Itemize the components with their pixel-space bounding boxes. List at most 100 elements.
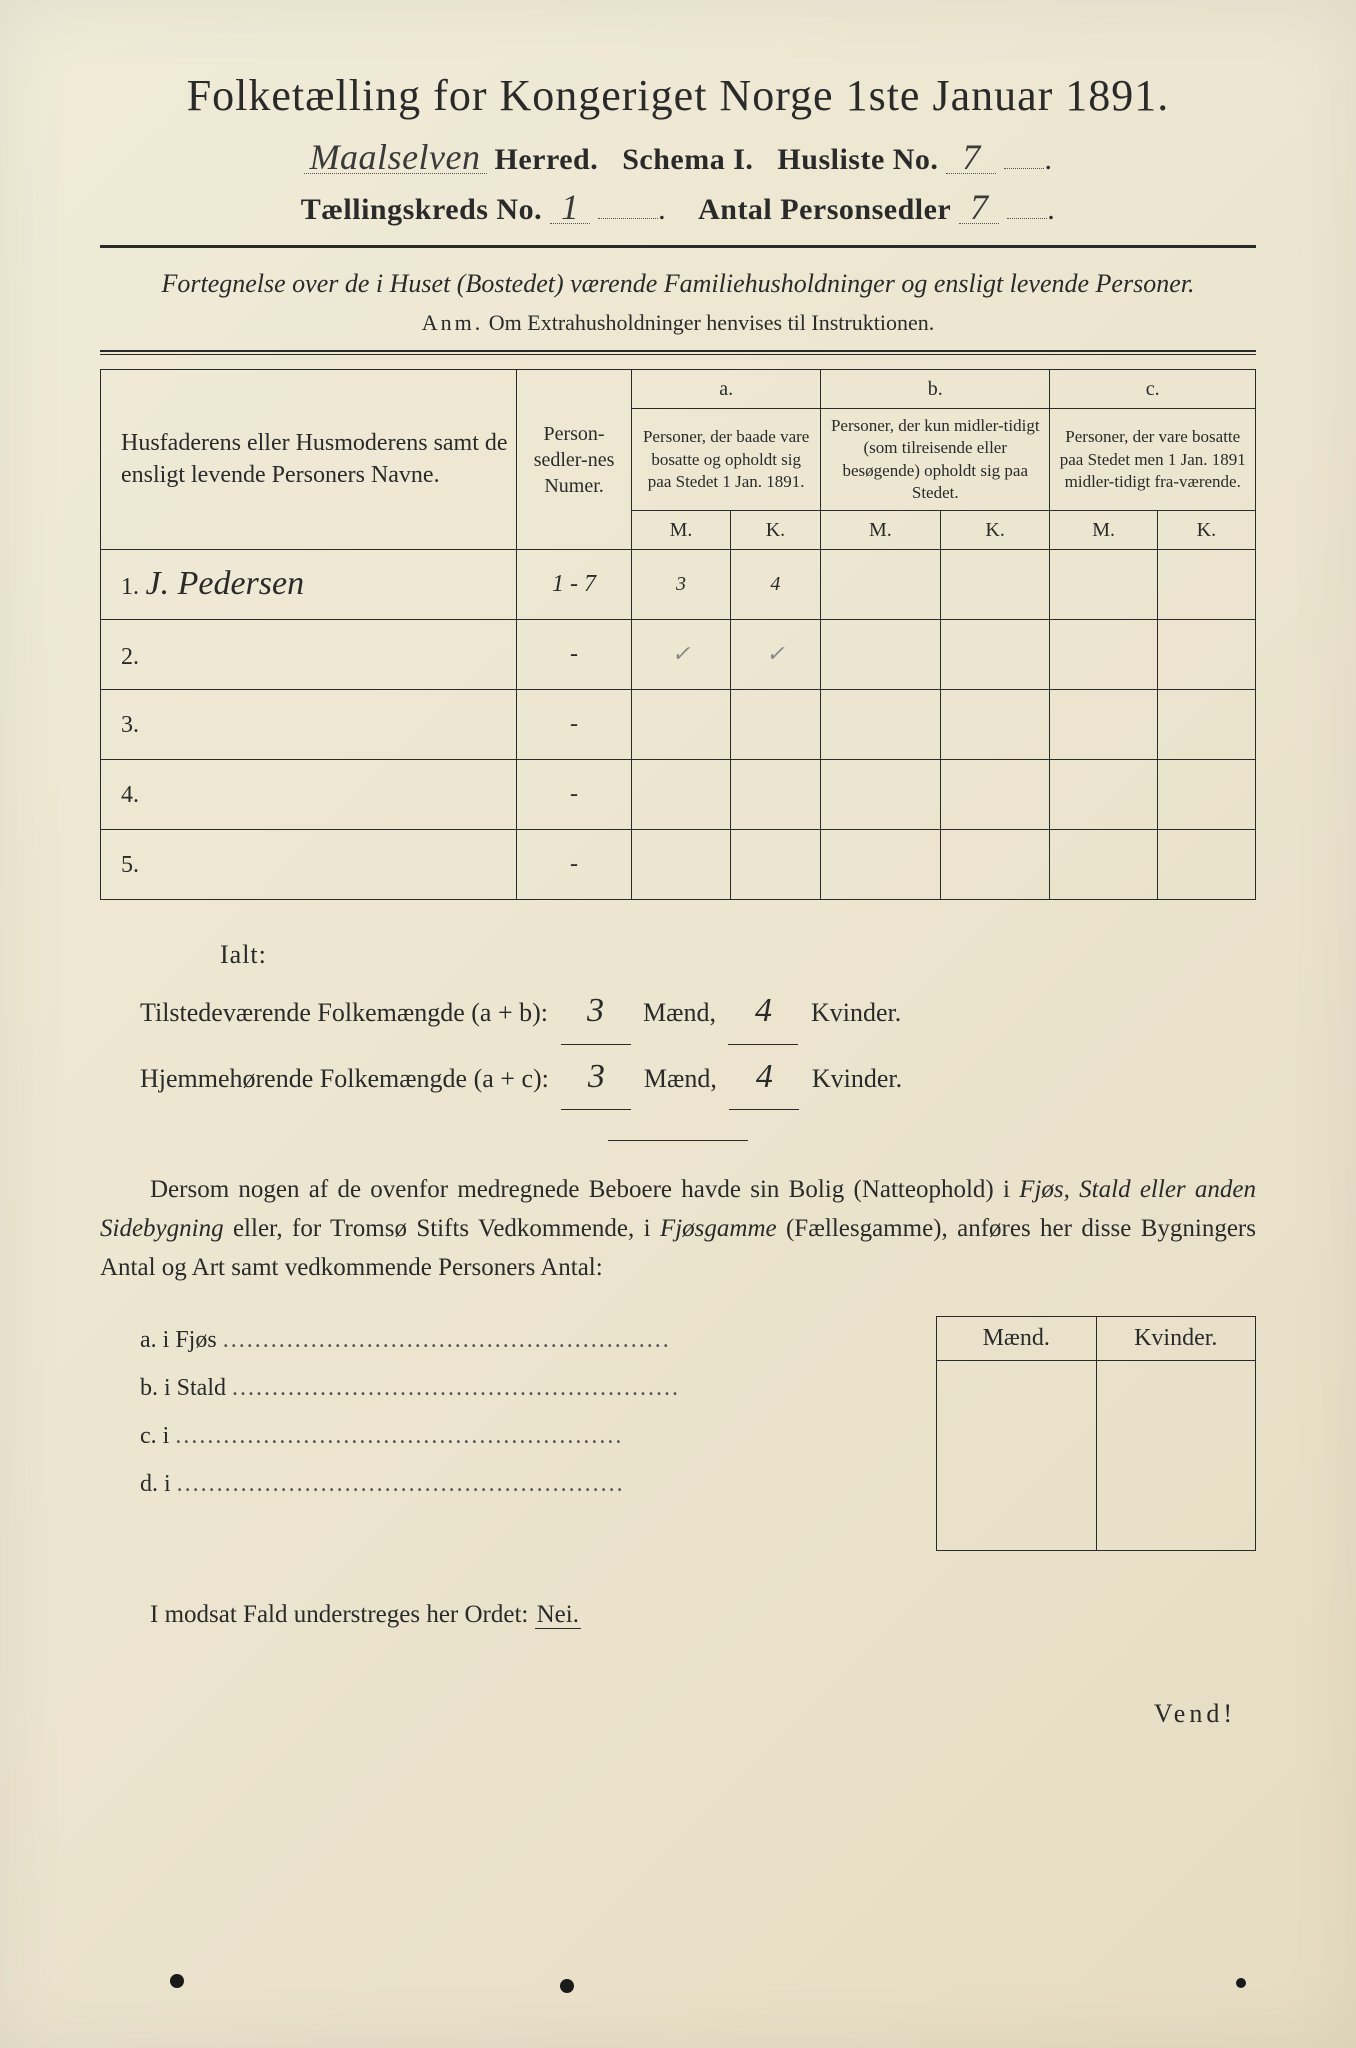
row-num: 2. (121, 644, 139, 670)
row-num: 5. (121, 852, 139, 878)
row-sedler: - (516, 689, 632, 759)
row-a-m (632, 689, 731, 759)
personsedler-label: Antal Personsedler (698, 193, 951, 226)
kreds-label: Tællingskreds No. (301, 193, 542, 226)
row-num: 1. (121, 574, 139, 600)
ialt-label: Ialt: (140, 930, 1256, 979)
anm-line: Anm. Om Extrahusholdninger henvises til … (100, 310, 1256, 336)
building-d-label: d. i (140, 1471, 171, 1497)
row-num: 4. (121, 782, 139, 808)
census-table-body: 1. J. Pedersen 1 - 7 3 4 2. - ✓ ✓ (101, 549, 1256, 899)
mk-maend-col (937, 1361, 1097, 1550)
kreds-value: 1 (550, 191, 590, 224)
row-sedler: - (516, 759, 632, 829)
personsedler-value: 7 (959, 191, 999, 224)
row-a-k (730, 829, 820, 899)
row-b-m (821, 829, 941, 899)
dots (232, 1375, 680, 1401)
row-c-k (1157, 619, 1255, 689)
row-c-m (1050, 689, 1157, 759)
col-a-k: K. (730, 510, 820, 549)
subtitle: Fortegnelse over de i Huset (Bostedet) v… (100, 266, 1256, 302)
mk-box-header: Mænd. Kvinder. (936, 1316, 1256, 1361)
nei-word: Nei. (535, 1601, 581, 1629)
col-name-text: Husfaderens eller Husmoderens samt de en… (121, 430, 508, 487)
col-c-label: c. (1050, 370, 1256, 409)
row-a-m: 3 (632, 549, 731, 619)
mk-kvinder-col (1097, 1361, 1256, 1550)
husliste-trail (1004, 168, 1044, 169)
dots (175, 1423, 623, 1449)
row-name-cell: 5. (101, 829, 517, 899)
totals-line-2: Hjemmehørende Folkemængde (a + c): 3 Mæn… (140, 1045, 1256, 1111)
row-name-cell: 3. (101, 689, 517, 759)
totals-line2-maend: 3 (561, 1045, 631, 1111)
nei-text: I modsat Fald understreges her Ordet: (150, 1601, 535, 1628)
table-row: 4. - (101, 759, 1256, 829)
inkblot-icon (560, 1979, 574, 1993)
col-num-header: Person-sedler-nes Numer. (516, 370, 632, 549)
totals-block: Ialt: Tilstedeværende Folkemængde (a + b… (100, 930, 1256, 1111)
para-t2: eller, for Tromsø Stifts Vedkommende, i (224, 1215, 660, 1242)
row-name: J. Pedersen (146, 565, 305, 602)
row-sedler: - (516, 829, 632, 899)
para-i2: Fjøsgamme (660, 1215, 777, 1242)
totals-line2-kvinder: 4 (729, 1045, 799, 1111)
col-b-label: b. (821, 370, 1050, 409)
row-c-k (1157, 549, 1255, 619)
herred-value: Maalselven (304, 141, 487, 174)
buildings-list: a. i Fjøs b. i Stald c. i d. i (100, 1316, 912, 1551)
table-row: 3. - (101, 689, 1256, 759)
building-row-c: c. i (140, 1412, 912, 1460)
maend-label: Mænd, (644, 1064, 717, 1093)
inkblot-icon (1236, 1978, 1246, 1988)
rule-2 (100, 350, 1256, 355)
row-b-k (940, 689, 1050, 759)
row-sedler: - (516, 619, 632, 689)
row-name-cell: 4. (101, 759, 517, 829)
husliste-value: 7 (946, 141, 996, 174)
paragraph: Dersom nogen af de ovenfor medregnede Be… (100, 1171, 1256, 1287)
col-c-m: M. (1050, 510, 1157, 549)
rule-1 (100, 245, 1256, 248)
row-b-m (821, 689, 941, 759)
table-row: 5. - (101, 829, 1256, 899)
dots (177, 1471, 625, 1497)
row-name-cell: 1. J. Pedersen (101, 549, 517, 619)
header-line-1: Maalselven Herred. Schema I. Husliste No… (100, 141, 1256, 177)
row-c-m (1050, 619, 1157, 689)
building-a-label: a. i Fjøs (140, 1327, 217, 1353)
census-table: Husfaderens eller Husmoderens samt de en… (100, 369, 1256, 899)
kvinder-label: Kvinder. (812, 1064, 902, 1093)
totals-line2-label: Hjemmehørende Folkemængde (a + c): (140, 1064, 549, 1093)
row-b-m (821, 759, 941, 829)
row-sedler: 1 - 7 (516, 549, 632, 619)
census-form-page: Folketælling for Kongeriget Norge 1ste J… (0, 0, 1356, 2048)
totals-line-1: Tilstedeværende Folkemængde (a + b): 3 M… (140, 979, 1256, 1045)
vend-label: Vend! (100, 1699, 1256, 1729)
row-c-k (1157, 689, 1255, 759)
building-b-label: b. i Stald (140, 1375, 226, 1401)
mk-maend-header: Mænd. (937, 1317, 1097, 1360)
col-a-desc: Personer, der baade vare bosatte og opho… (632, 409, 821, 510)
table-row: 2. - ✓ ✓ (101, 619, 1256, 689)
nei-line: I modsat Fald understreges her Ordet: Ne… (100, 1601, 1256, 1629)
totals-line1-maend: 3 (561, 979, 631, 1045)
col-a-label: a. (632, 370, 821, 409)
row-a-k: 4 (730, 549, 820, 619)
row-a-k (730, 759, 820, 829)
personsedler-trail (1007, 218, 1047, 219)
anm-text: Om Extrahusholdninger henvises til Instr… (489, 310, 934, 335)
kreds-trail (598, 218, 658, 219)
anm-label: Anm. (422, 310, 484, 335)
row-name-cell: 2. (101, 619, 517, 689)
row-b-m (821, 619, 941, 689)
para-t1: Dersom nogen af de ovenfor medregnede Be… (150, 1176, 1019, 1203)
building-row-b: b. i Stald (140, 1364, 912, 1412)
row-c-m (1050, 759, 1157, 829)
row-a-m: ✓ (632, 619, 731, 689)
mk-box-body (936, 1361, 1256, 1551)
herred-label: Herred. (495, 143, 599, 176)
row-a-m (632, 829, 731, 899)
schema-label: Schema I. (622, 143, 753, 176)
